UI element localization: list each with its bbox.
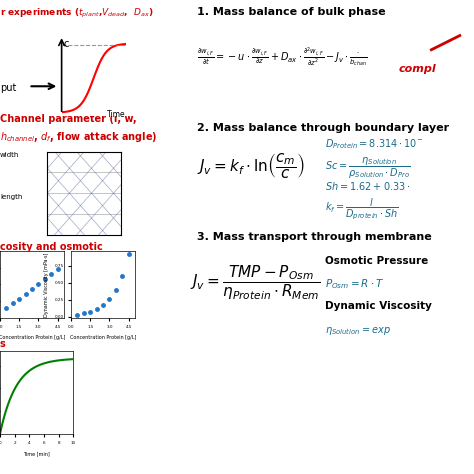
- Text: $J_v = k_f \cdot \ln\!\left(\dfrac{c_m}{c}\right)$: $J_v = k_f \cdot \ln\!\left(\dfrac{c_m}{…: [197, 152, 304, 181]
- Text: length: length: [0, 194, 22, 201]
- Text: $k_f = \dfrac{l}{D_{protein} \cdot Sh}$: $k_f = \dfrac{l}{D_{protein} \cdot Sh}$: [325, 197, 399, 222]
- Text: compl: compl: [398, 64, 436, 74]
- Y-axis label: Dynamic Viscosity [mPa·s]: Dynamic Viscosity [mPa·s]: [44, 252, 49, 317]
- Text: $Sh = 1.62 + 0.33 \cdot$: $Sh = 1.62 + 0.33 \cdot$: [325, 180, 410, 192]
- Text: $J_v = \dfrac{TMP - P_{Osm}}{\eta_{Protein} \cdot R_{Mem}}$: $J_v = \dfrac{TMP - P_{Osm}}{\eta_{Prote…: [190, 263, 320, 301]
- Text: Channel parameter (l, w,: Channel parameter (l, w,: [0, 114, 137, 124]
- Text: $D_{Protein} = 8.314 \cdot 10^{-}$: $D_{Protein} = 8.314 \cdot 10^{-}$: [325, 137, 423, 151]
- Text: Dynamic Viscosity: Dynamic Viscosity: [325, 301, 431, 311]
- Text: $P_{Osm} = R \cdot T$: $P_{Osm} = R \cdot T$: [325, 277, 384, 291]
- X-axis label: Time [min]: Time [min]: [23, 451, 50, 456]
- Text: r experiments ($t_{plant}$,$V_{dead}$,  $D_{ax}$): r experiments ($t_{plant}$,$V_{dead}$, $…: [0, 7, 154, 20]
- Text: $h_{channel}$, $d_f$, flow attack angle): $h_{channel}$, $d_f$, flow attack angle): [0, 130, 157, 145]
- Text: Osmotic Pressure: Osmotic Pressure: [325, 256, 428, 266]
- Text: Time: Time: [107, 110, 125, 119]
- Text: width: width: [0, 152, 19, 158]
- X-axis label: Concentration Protein [g/L]: Concentration Protein [g/L]: [70, 335, 137, 340]
- Text: 1. Mass balance of bulk phase: 1. Mass balance of bulk phase: [197, 7, 385, 17]
- Text: $\eta_{Solution} = exp$: $\eta_{Solution} = exp$: [325, 325, 391, 337]
- Text: cosity and osmotic: cosity and osmotic: [0, 242, 103, 252]
- Text: $\frac{\partial w_{i,F}}{\partial t} = -u \cdot \frac{\partial w_{i,F}}{\partial: $\frac{\partial w_{i,F}}{\partial t} = -…: [197, 45, 367, 68]
- Text: s: s: [0, 339, 6, 349]
- X-axis label: Concentration Protein [g/L]: Concentration Protein [g/L]: [0, 335, 65, 340]
- Text: 2. Mass balance through boundary layer: 2. Mass balance through boundary layer: [197, 123, 449, 133]
- Text: c: c: [64, 39, 69, 49]
- Text: put: put: [0, 82, 17, 93]
- Text: $Sc = \dfrac{\eta_{Solution}}{\rho_{Solution} \cdot D_{Pro}}$: $Sc = \dfrac{\eta_{Solution}}{\rho_{Solu…: [325, 156, 410, 182]
- Text: 3. Mass transport through membrane: 3. Mass transport through membrane: [197, 232, 431, 242]
